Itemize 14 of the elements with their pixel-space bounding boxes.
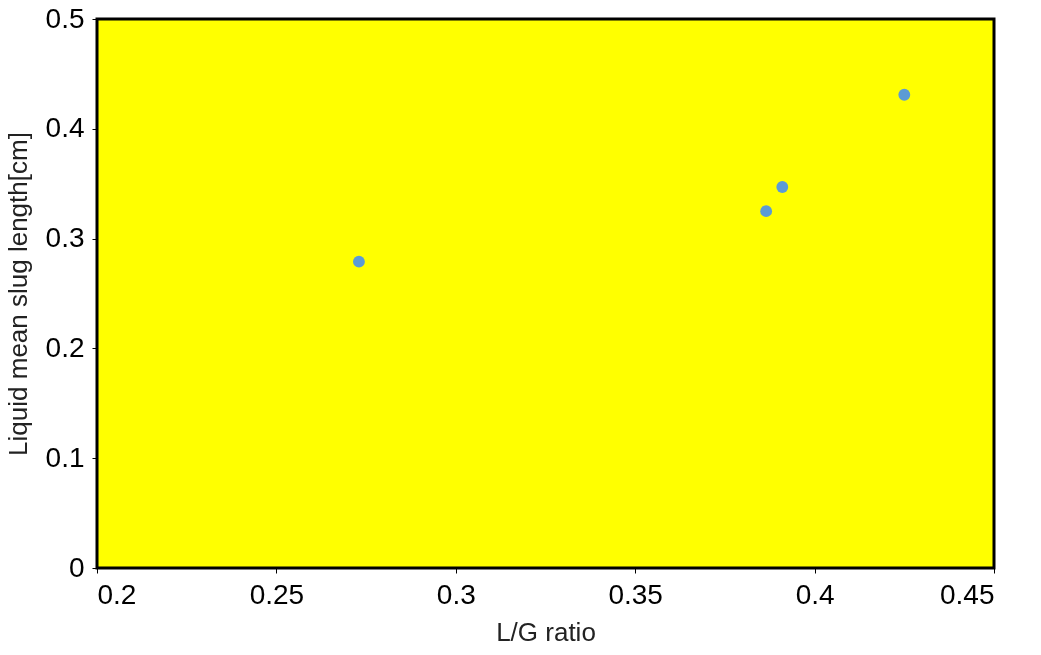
y-tick-label: 0.3 bbox=[45, 222, 85, 254]
y-tick-label: 0.4 bbox=[45, 112, 85, 144]
x-tick-label: 0.35 bbox=[608, 578, 663, 610]
x-tick-label: 0.4 bbox=[795, 578, 835, 610]
x-axis-title: L/G ratio bbox=[496, 616, 596, 647]
y-tick-label: 0.5 bbox=[45, 2, 85, 34]
y-tick-label: 0.2 bbox=[45, 331, 85, 363]
x-tick-label: 0.25 bbox=[249, 578, 305, 610]
x-tick-label: 0.3 bbox=[436, 578, 476, 610]
x-tick-label: 0.2 bbox=[97, 578, 137, 610]
y-tick-label: 0.1 bbox=[45, 441, 85, 473]
x-tick-label: 0.45 bbox=[940, 578, 995, 610]
y-tick-label: 0 bbox=[68, 551, 85, 583]
y-axis-title: Liquid mean slug length[cm] bbox=[2, 132, 33, 456]
